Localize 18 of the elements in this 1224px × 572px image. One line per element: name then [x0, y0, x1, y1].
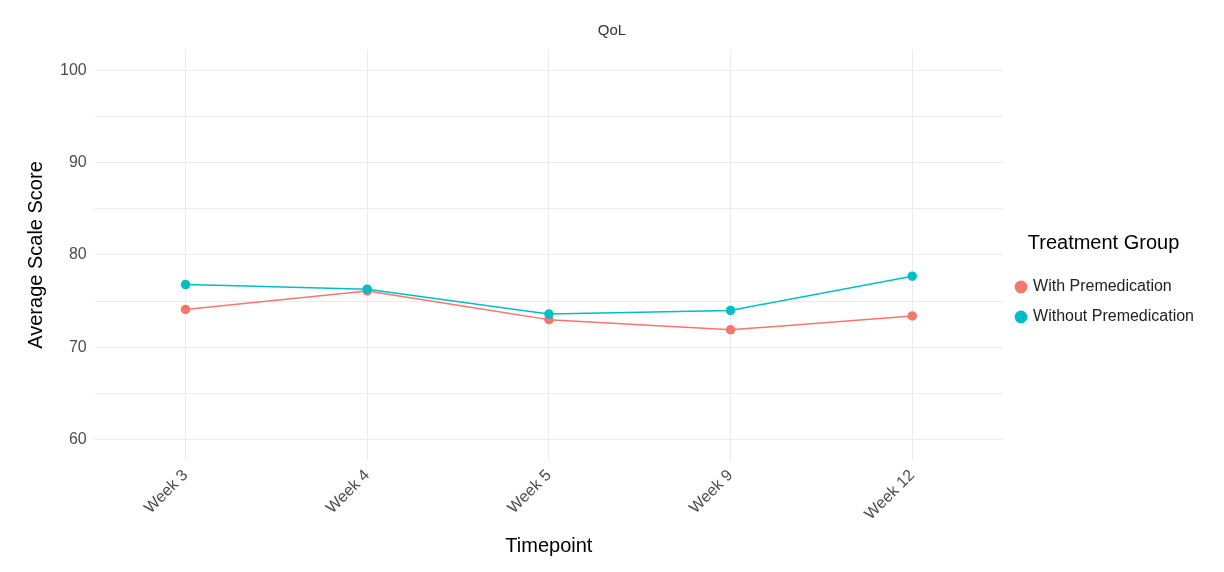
point	[180, 279, 191, 290]
y-tick-label: 100	[59, 60, 87, 78]
point	[725, 325, 736, 335]
legend-label: Without Premedication	[1033, 307, 1195, 325]
legend-title: Treatment Group	[1027, 230, 1180, 253]
point	[725, 305, 736, 316]
point	[544, 309, 554, 319]
point	[907, 271, 917, 281]
x-axis-title: Timepoint	[505, 533, 593, 556]
point	[180, 304, 191, 315]
y-axis-title: Average Scale Score	[23, 161, 46, 349]
legend-label: With Premedication	[1033, 277, 1172, 295]
y-tick-label: 80	[68, 245, 87, 263]
point	[907, 311, 917, 321]
y-tick-label: 60	[68, 430, 87, 448]
y-tick-label: 70	[68, 337, 87, 355]
y-tick-label: 90	[68, 153, 87, 171]
chart-title: QoL	[597, 21, 627, 39]
